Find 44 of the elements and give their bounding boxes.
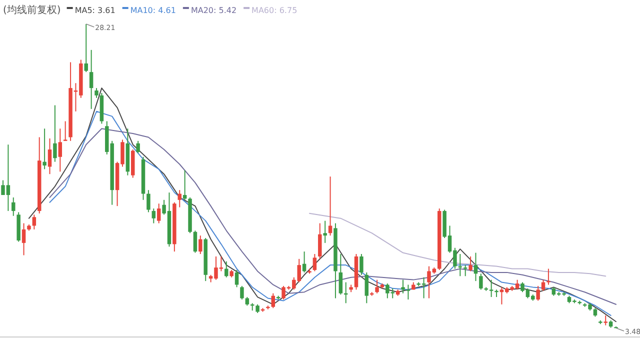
- candlestick: [94, 88, 98, 98]
- legend-label: MA20: 5.42: [190, 6, 237, 15]
- candlestick: [328, 176, 332, 236]
- candlestick: [12, 196, 16, 216]
- candlestick: [224, 260, 228, 278]
- candlestick: [136, 140, 140, 154]
- candlestick: [338, 254, 343, 296]
- candlestick: [53, 104, 57, 162]
- candlestick: [234, 269, 239, 288]
- candlestick: [318, 222, 322, 260]
- candlestick: [536, 285, 540, 302]
- candlestick: [479, 273, 483, 290]
- candlestick: [152, 208, 156, 224]
- candlestick: [178, 190, 182, 208]
- candlestick: [489, 279, 494, 298]
- candlestick: [401, 279, 405, 294]
- candlestick: [604, 314, 608, 326]
- candlestick: [360, 254, 364, 276]
- candlestick: [42, 128, 46, 170]
- legend-label: MA60: 6.75: [252, 6, 298, 15]
- candlestick: [198, 235, 202, 254]
- candlestick: [406, 284, 410, 300]
- candlestick: [375, 279, 379, 294]
- candlestick: [58, 128, 62, 172]
- candlestick: [468, 256, 472, 272]
- candlestick: [48, 138, 52, 175]
- candlestick: [146, 190, 150, 213]
- candlestick: [240, 285, 244, 300]
- candlestick: [312, 254, 317, 272]
- candlestick: [89, 49, 94, 110]
- legend-label: MA5: 3.61: [74, 6, 116, 15]
- candlestick: [193, 230, 198, 254]
- candlestick: [22, 222, 26, 256]
- candlestick: [364, 272, 369, 304]
- candlestick: [32, 214, 36, 230]
- candlestick: [323, 220, 327, 244]
- candlestick: [63, 120, 68, 142]
- candlestick: [271, 292, 276, 309]
- chart-title: (均线前复权): [3, 4, 61, 16]
- legend-label: MA10: 4.61: [130, 6, 176, 15]
- candlestick: [546, 268, 550, 286]
- candlestick: [156, 203, 161, 224]
- candlestick: [84, 24, 88, 73]
- candlestick: [474, 252, 478, 282]
